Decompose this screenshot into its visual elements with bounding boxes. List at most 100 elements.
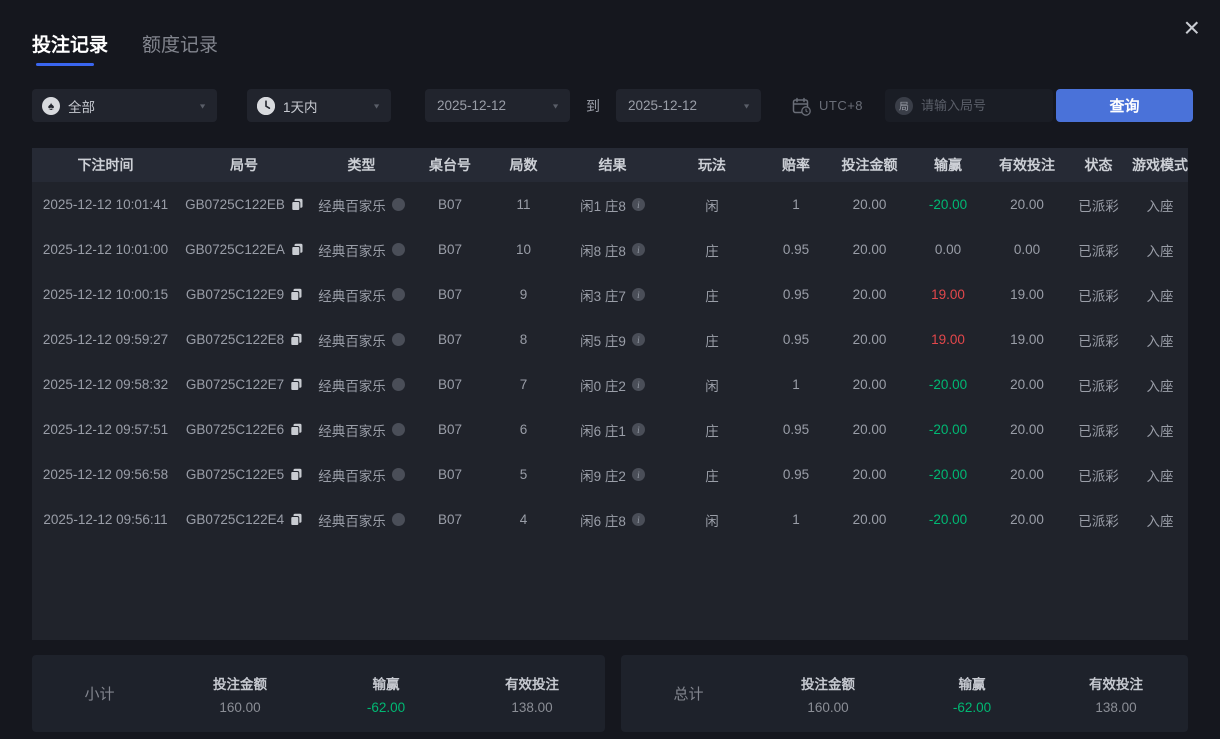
result-cell: 闲3 庄7 i: [561, 285, 664, 305]
tab-betting-records[interactable]: 投注记录: [32, 30, 108, 66]
winloss-cell: -20.00: [928, 197, 968, 212]
result-cell: 闲6 庄1 i: [561, 420, 664, 440]
round-id-cell: GB0725C122EA: [179, 242, 309, 257]
valid-bet-cell: 20.00: [1010, 512, 1044, 527]
game-type-cell: 经典百家乐: [309, 195, 414, 215]
timezone-label: UTC+8: [819, 98, 864, 113]
table-no-cell: B07: [437, 512, 463, 527]
replay-icon[interactable]: [391, 288, 405, 301]
round-id-cell: GB0725C122E6: [179, 422, 309, 437]
play-cell: 庄: [705, 243, 719, 259]
copy-icon[interactable]: [290, 468, 302, 481]
date-from-value: 2025-12-12: [437, 98, 507, 113]
replay-icon[interactable]: [391, 378, 405, 391]
status-cell: 已派彩: [1078, 423, 1119, 439]
valid-bet-cell: 20.00: [1010, 467, 1044, 482]
query-button[interactable]: 查询: [1056, 89, 1193, 122]
game-mode-cell: 入座: [1146, 243, 1174, 259]
game-type-cell: 经典百家乐: [309, 285, 414, 305]
winloss-cell: 19.00: [931, 287, 965, 302]
table-no-cell: B07: [437, 332, 463, 347]
status-cell: 已派彩: [1078, 378, 1119, 394]
subtotal-card: 小计 投注金额 160.00 输赢 -62.00 有效投注 138.00: [32, 655, 605, 732]
total-bet-amount: 投注金额 160.00: [801, 676, 855, 715]
chevron-down-icon: ▼: [372, 101, 381, 110]
date-to-select[interactable]: 2025-12-12 ▼: [616, 89, 761, 122]
bet-amount-cell: 20.00: [852, 377, 887, 392]
spade-icon: ♠: [42, 96, 60, 115]
game-type-select[interactable]: ♠ 全部 ▼: [32, 89, 217, 122]
bet-amount-cell: 20.00: [852, 467, 887, 482]
table-no-cell: B07: [437, 242, 463, 257]
clock-icon: [257, 96, 275, 115]
copy-icon[interactable]: [290, 423, 302, 436]
replay-icon[interactable]: [391, 198, 405, 211]
replay-icon[interactable]: [391, 468, 405, 481]
info-icon[interactable]: i: [631, 468, 645, 481]
info-icon[interactable]: i: [631, 288, 645, 301]
round-no-cell: 10: [515, 242, 532, 257]
result-cell: 闲5 庄9 i: [561, 330, 664, 350]
bet-time-cell: 2025-12-12 09:59:27: [42, 332, 169, 347]
copy-icon[interactable]: [290, 378, 302, 391]
status-cell: 已派彩: [1078, 288, 1119, 304]
info-icon[interactable]: i: [631, 198, 645, 211]
copy-icon[interactable]: [291, 243, 303, 256]
timezone-indicator: UTC+8: [791, 96, 863, 116]
info-icon[interactable]: i: [631, 333, 645, 346]
info-icon[interactable]: i: [631, 243, 645, 256]
time-range-select[interactable]: 1天内 ▼: [247, 89, 391, 122]
play-cell: 庄: [705, 288, 719, 304]
table-no-cell: B07: [437, 422, 463, 437]
bet-amount-cell: 20.00: [852, 332, 887, 347]
copy-icon[interactable]: [290, 288, 302, 301]
winloss-cell: 0.00: [934, 242, 962, 257]
result-cell: 闲6 庄8 i: [561, 510, 664, 530]
winloss-cell: -20.00: [928, 422, 968, 437]
tab-quota-records[interactable]: 额度记录: [142, 35, 219, 56]
round-id-cell: GB0725C122E5: [179, 467, 309, 482]
odds-cell: 0.95: [782, 242, 810, 257]
total-winloss: 输赢 -62.00: [952, 676, 992, 715]
info-icon[interactable]: i: [631, 378, 645, 391]
copy-icon[interactable]: [291, 198, 303, 211]
date-from-select[interactable]: 2025-12-12 ▼: [425, 89, 570, 122]
replay-icon[interactable]: [391, 333, 405, 346]
valid-bet-cell: 0.00: [1013, 242, 1041, 257]
date-to-value: 2025-12-12: [628, 98, 698, 113]
replay-icon[interactable]: [391, 513, 405, 526]
column-header: 下注时间: [77, 157, 134, 173]
table-row: 2025-12-12 09:56:11 GB0725C122E4 经典百家乐 B…: [32, 497, 1188, 542]
status-cell: 已派彩: [1078, 468, 1119, 484]
table-no-cell: B07: [437, 467, 463, 482]
copy-icon[interactable]: [290, 333, 302, 346]
bet-time-cell: 2025-12-12 10:01:00: [42, 242, 169, 257]
round-no-cell: 5: [519, 467, 528, 482]
valid-bet-cell: 19.00: [1010, 287, 1044, 302]
winloss-cell: -20.00: [928, 467, 968, 482]
result-cell: 闲8 庄8 i: [561, 240, 664, 260]
bet-time-cell: 2025-12-12 09:56:11: [43, 512, 168, 527]
valid-bet-cell: 20.00: [1010, 377, 1044, 392]
result-cell: 闲0 庄2 i: [561, 375, 664, 395]
table-row: 2025-12-12 10:01:00 GB0725C122EA 经典百家乐 B…: [32, 227, 1188, 272]
round-icon: 局: [895, 96, 914, 115]
column-header: 玩法: [698, 157, 726, 173]
valid-bet-cell: 19.00: [1010, 332, 1044, 347]
table-row: 2025-12-12 09:59:27 GB0725C122E8 经典百家乐 B…: [32, 317, 1188, 362]
copy-icon[interactable]: [290, 513, 302, 526]
round-search-input[interactable]: [921, 98, 1032, 113]
subtotal-title: 小计: [84, 686, 115, 703]
replay-icon[interactable]: [391, 243, 405, 256]
close-icon[interactable]: ×: [1183, 12, 1200, 43]
game-type-value: 全部: [68, 99, 95, 115]
info-icon[interactable]: i: [631, 423, 645, 436]
game-mode-cell: 入座: [1146, 198, 1174, 214]
result-cell: 闲9 庄2 i: [561, 465, 664, 485]
game-type-cell: 经典百家乐: [309, 240, 414, 260]
subtotal-winloss: 输赢 -62.00: [366, 676, 406, 715]
status-cell: 已派彩: [1078, 243, 1119, 259]
info-icon[interactable]: i: [631, 513, 645, 526]
replay-icon[interactable]: [391, 423, 405, 436]
subtotal-valid-bet: 有效投注 138.00: [505, 676, 559, 715]
